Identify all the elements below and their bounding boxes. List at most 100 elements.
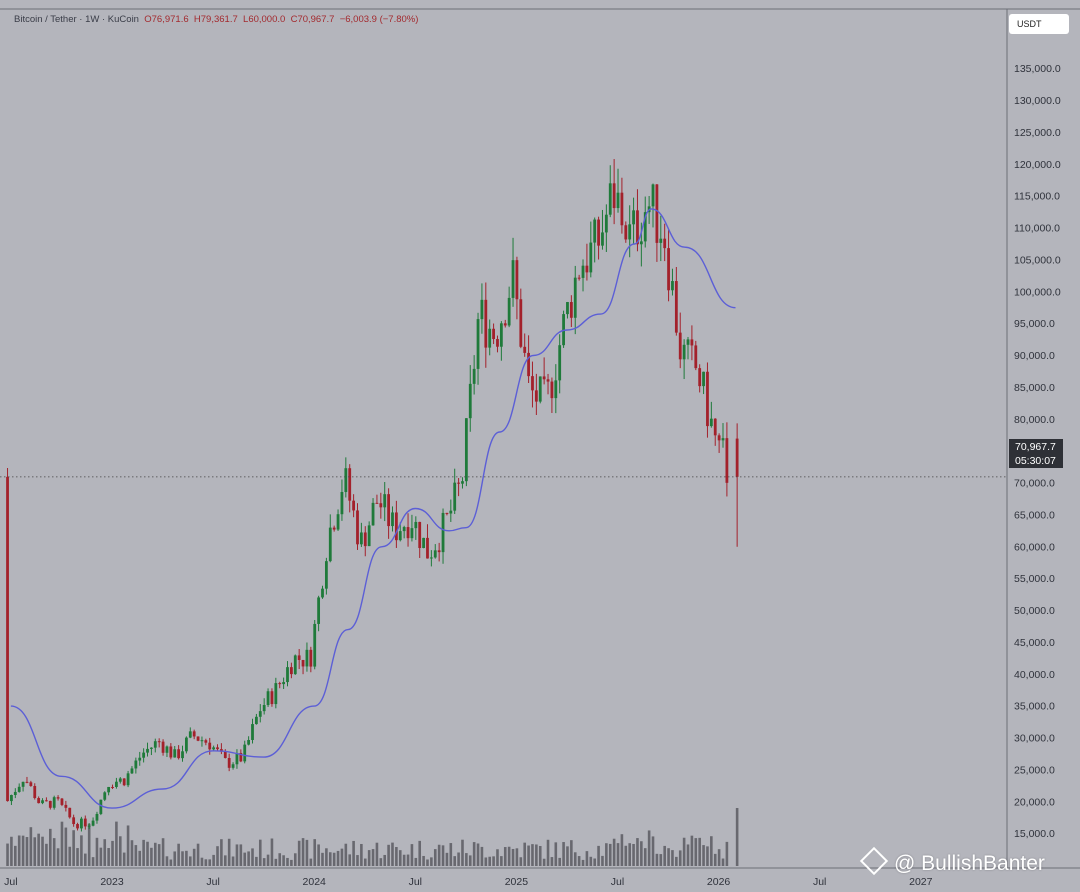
candle-body <box>636 210 639 245</box>
volume-bar <box>515 848 519 866</box>
candle-body <box>231 764 235 768</box>
candle-body <box>204 740 208 743</box>
candle-body <box>527 352 530 377</box>
volume-bar <box>671 850 674 866</box>
volume-bar <box>682 837 686 866</box>
price-tick-label: 80,000.0 <box>1014 414 1055 426</box>
price-tick-label: 20,000.0 <box>1014 796 1055 808</box>
candle-body <box>184 737 188 752</box>
candle-body <box>725 438 729 483</box>
time-tick-label: Jul <box>206 876 219 888</box>
volume-bar <box>655 853 659 866</box>
candle-body <box>188 731 192 738</box>
volume-bar <box>336 850 340 866</box>
volume-bar <box>99 847 103 866</box>
candle-body <box>76 824 79 829</box>
candle-body <box>554 380 558 399</box>
volume-bar <box>192 848 196 866</box>
candle-body <box>126 773 130 786</box>
volume-bar <box>414 857 418 866</box>
volume-bar <box>585 851 589 866</box>
volume-bar <box>157 844 161 866</box>
close-value: C70,967.7 <box>290 14 335 25</box>
candle-body <box>593 219 597 243</box>
candle-body <box>150 747 153 749</box>
candle-body <box>99 799 103 814</box>
candle-body <box>111 786 114 788</box>
volume-bar <box>301 838 305 866</box>
candle-body <box>6 476 9 802</box>
candle-body <box>324 561 328 589</box>
volume-bar <box>317 844 320 866</box>
price-tick-label: 110,000.0 <box>1014 223 1060 235</box>
currency-button[interactable]: USDT <box>1009 14 1069 34</box>
volume-bar <box>391 842 394 866</box>
volume-bar <box>328 852 332 866</box>
candle-body <box>542 376 546 380</box>
volume-bar <box>601 855 604 866</box>
time-tick-label: 2027 <box>909 876 933 888</box>
candle-body <box>581 265 585 278</box>
volume-bar <box>430 857 433 866</box>
volume-bar <box>150 847 153 866</box>
candle-body <box>332 527 336 530</box>
volume-bar <box>122 852 126 866</box>
volume-bar <box>204 859 208 866</box>
candle-body <box>41 800 44 804</box>
volume-bar <box>223 855 227 866</box>
volume-bar <box>725 841 729 866</box>
volume-bar <box>675 856 678 866</box>
candle-body <box>585 265 589 273</box>
volume-bar <box>270 838 274 866</box>
candle-body <box>33 785 37 799</box>
volume-bar <box>14 845 17 866</box>
volume-bar <box>410 844 414 866</box>
volume-bar <box>33 837 37 866</box>
volume-bar <box>282 855 285 866</box>
volume-bar <box>251 848 254 866</box>
candle-body <box>309 649 313 667</box>
volume-bar <box>80 835 83 866</box>
candle-body <box>274 683 278 705</box>
candle-body <box>721 438 725 441</box>
volume-bar <box>624 845 628 866</box>
candle-body <box>702 371 705 387</box>
volume-bar <box>41 836 44 866</box>
volume-bar <box>612 838 616 866</box>
volume-bar <box>212 854 215 866</box>
candle-body <box>107 786 111 793</box>
candle-body <box>146 748 149 753</box>
candle-body <box>305 649 309 667</box>
time-tick-label: Jul <box>4 876 17 888</box>
volume-bar <box>667 848 670 866</box>
price-tick-label: 125,000.0 <box>1014 127 1061 139</box>
candle-body <box>64 804 68 808</box>
candle-body <box>371 502 375 526</box>
price-tick-label: 70,000.0 <box>1014 478 1055 490</box>
volume-bar <box>153 842 157 866</box>
candle-body <box>713 418 717 436</box>
candle-body <box>115 781 118 787</box>
binance-logo-icon <box>859 846 889 876</box>
candle-body <box>212 747 216 750</box>
candle-body <box>118 778 122 782</box>
price-tick-label: 35,000.0 <box>1014 701 1055 713</box>
candle-body <box>138 757 142 761</box>
candle-body <box>651 184 655 207</box>
volume-bar <box>418 840 422 866</box>
volume-bar <box>550 857 554 866</box>
volume-bar <box>247 851 250 866</box>
candle-body <box>208 742 212 750</box>
volume-bar <box>717 849 721 866</box>
candle-body <box>573 277 577 318</box>
candle-body <box>546 379 550 382</box>
volume-bar <box>64 827 68 866</box>
time-tick-label: 2024 <box>303 876 327 888</box>
volume-bar <box>608 843 612 866</box>
candle-body <box>328 527 332 562</box>
volume-bar <box>344 843 348 866</box>
volume-bar <box>352 840 355 866</box>
volume-bar <box>56 848 60 866</box>
volume-bar <box>17 835 21 866</box>
